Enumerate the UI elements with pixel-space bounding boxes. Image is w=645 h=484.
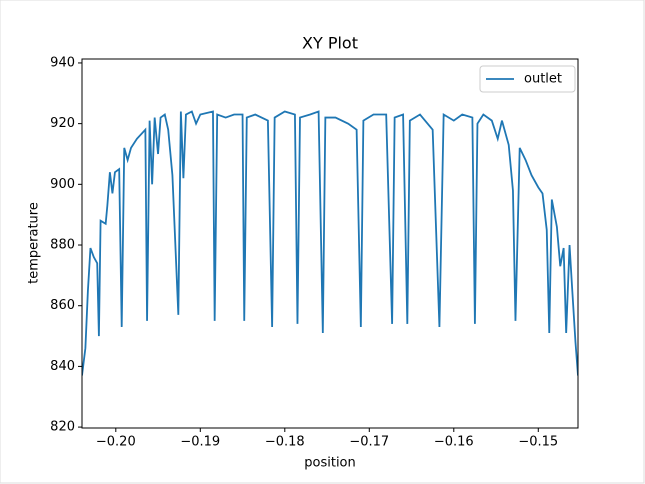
y-tick-label: 940 <box>50 55 75 70</box>
x-tick-label: −0.15 <box>518 435 558 450</box>
y-tick-label: 880 <box>50 238 75 253</box>
x-axis-label: position <box>304 456 356 471</box>
x-tick-label: −0.20 <box>96 435 136 450</box>
y-axis-label: temperature <box>27 202 42 284</box>
data-line <box>82 110 578 376</box>
y-tick-label: 840 <box>50 359 75 374</box>
chart-title: XY Plot <box>302 34 358 53</box>
x-tick-label: −0.16 <box>434 435 474 450</box>
y-tick-label: 920 <box>50 116 75 131</box>
y-tick-label: 820 <box>50 420 75 435</box>
legend-label: outlet <box>524 72 562 87</box>
x-tick-label: −0.18 <box>265 435 305 450</box>
plot-frame <box>81 58 579 429</box>
legend-box <box>479 65 576 93</box>
y-tick-label: 900 <box>50 177 75 192</box>
x-tick-label: −0.19 <box>180 435 220 450</box>
y-tick-label: 860 <box>50 298 75 313</box>
x-tick-label: −0.17 <box>349 435 389 450</box>
